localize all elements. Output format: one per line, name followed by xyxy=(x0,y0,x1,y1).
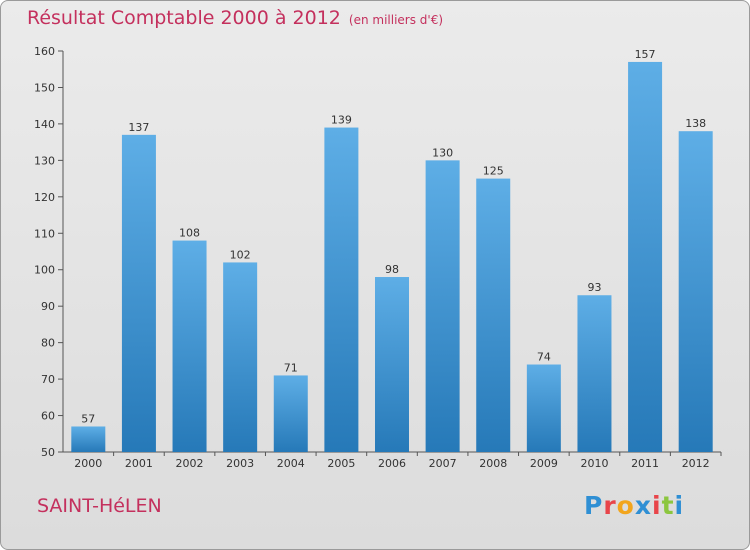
x-tick-label: 2011 xyxy=(631,457,659,470)
data-label-2002: 108 xyxy=(179,227,200,240)
x-tick-label: 2002 xyxy=(176,457,204,470)
x-tick-label: 2004 xyxy=(277,457,305,470)
data-label-2012: 138 xyxy=(685,117,706,130)
data-label-2008: 125 xyxy=(483,165,504,178)
data-label-2005: 139 xyxy=(331,114,352,127)
logo-letter: P xyxy=(584,491,604,520)
y-tick-label: 120 xyxy=(34,191,55,204)
logo-letter: i xyxy=(652,491,662,520)
x-tick-label: 2003 xyxy=(226,457,254,470)
bar-2003[interactable] xyxy=(223,262,258,452)
y-tick-label: 110 xyxy=(34,227,55,240)
y-tick-label: 70 xyxy=(41,373,55,386)
bar-2009[interactable] xyxy=(526,364,561,452)
data-label-2003: 102 xyxy=(230,248,251,261)
bar-2004[interactable] xyxy=(273,375,308,452)
y-tick-label: 150 xyxy=(34,81,55,94)
bar-2000[interactable] xyxy=(71,426,106,452)
chart-bars xyxy=(71,61,713,453)
x-tick-label: 2006 xyxy=(378,457,406,470)
y-tick-label: 90 xyxy=(41,300,55,313)
bar-2002[interactable] xyxy=(172,240,207,452)
chart-title-text: Résultat Comptable 2000 à 2012 xyxy=(27,7,341,29)
chart-subtitle: (en milliers d'€) xyxy=(348,13,444,27)
proxiti-logo[interactable]: Proxiti xyxy=(584,491,684,520)
bar-2001[interactable] xyxy=(121,134,156,452)
x-tick-label: 2009 xyxy=(530,457,558,470)
x-tick-label: 2001 xyxy=(125,457,153,470)
data-label-2004: 71 xyxy=(284,361,298,374)
logo-letter: o xyxy=(616,491,635,520)
bar-2008[interactable] xyxy=(476,178,511,452)
data-label-2006: 98 xyxy=(385,263,399,276)
bar-2011[interactable] xyxy=(628,61,663,452)
logo-letter: x xyxy=(634,491,652,520)
y-tick-label: 140 xyxy=(34,118,55,131)
x-tick-label: 2005 xyxy=(327,457,355,470)
data-label-2011: 157 xyxy=(635,48,656,61)
commune-name: SAINT-HéLEN xyxy=(37,495,162,517)
x-tick-label: 2010 xyxy=(580,457,608,470)
chart-title: Résultat Comptable 2000 à 2012 (en millie… xyxy=(27,7,443,29)
y-tick-label: 80 xyxy=(41,337,55,350)
bar-2005[interactable] xyxy=(324,127,359,453)
data-label-2000: 57 xyxy=(81,412,95,425)
data-label-2007: 130 xyxy=(432,146,453,159)
y-tick-label: 100 xyxy=(34,264,55,277)
x-tick-label: 2000 xyxy=(74,457,102,470)
chart-data-labels: 57 137 108 102 71 139 98 130 125 74 93 157 138 xyxy=(81,48,706,426)
y-tick-label: 60 xyxy=(41,410,55,423)
bar-2006[interactable] xyxy=(375,277,409,452)
data-label-2001: 137 xyxy=(128,121,149,134)
logo-letter: i xyxy=(674,491,685,520)
x-tick-label: 2012 xyxy=(682,457,710,470)
logo-letter: r xyxy=(603,491,617,520)
bar-2007[interactable] xyxy=(425,160,460,452)
logo-letter: t xyxy=(661,491,675,520)
data-label-2009: 74 xyxy=(537,351,551,364)
x-tick-label: 2008 xyxy=(479,457,507,470)
bar-2012[interactable] xyxy=(678,131,713,452)
y-tick-label: 130 xyxy=(34,154,55,167)
y-tick-label: 160 xyxy=(34,45,55,58)
bar-2010[interactable] xyxy=(577,295,612,452)
y-tick-label: 50 xyxy=(41,446,55,459)
data-label-2010: 93 xyxy=(587,281,601,294)
x-tick-label: 2007 xyxy=(429,457,457,470)
